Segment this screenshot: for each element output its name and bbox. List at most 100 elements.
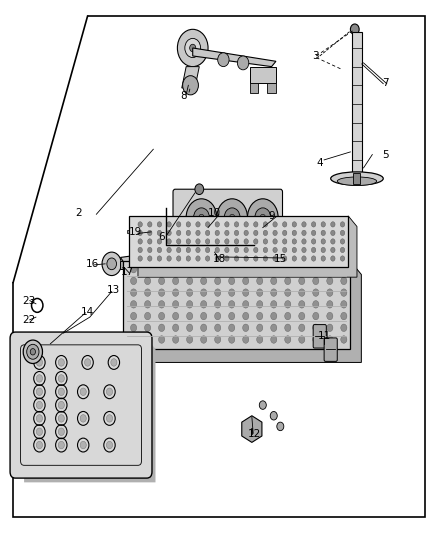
Circle shape [257,265,263,273]
Circle shape [186,222,191,227]
Circle shape [215,289,221,296]
Circle shape [313,336,319,343]
Circle shape [229,336,235,343]
Text: 23: 23 [22,296,35,306]
Circle shape [292,247,297,253]
Circle shape [148,222,152,227]
Circle shape [321,222,325,227]
Circle shape [292,239,297,244]
Circle shape [36,375,42,382]
Circle shape [85,359,91,366]
Circle shape [131,324,137,332]
Circle shape [201,265,207,273]
Circle shape [243,312,249,320]
Circle shape [225,256,229,261]
Circle shape [273,239,277,244]
Circle shape [148,256,152,261]
Circle shape [186,199,217,236]
Circle shape [58,428,64,435]
Circle shape [321,256,325,261]
FancyBboxPatch shape [324,338,337,361]
Circle shape [299,324,305,332]
Ellipse shape [337,177,377,185]
Circle shape [159,324,165,332]
Circle shape [270,411,277,420]
Circle shape [106,441,113,449]
Circle shape [292,256,297,261]
Circle shape [145,312,151,320]
Polygon shape [120,261,129,269]
Circle shape [107,258,117,270]
Circle shape [302,256,306,261]
Circle shape [185,38,201,58]
Circle shape [257,324,263,332]
Circle shape [36,359,42,366]
Circle shape [145,289,151,296]
Circle shape [215,247,219,253]
Circle shape [102,252,121,276]
Circle shape [327,312,333,320]
Circle shape [313,312,319,320]
Text: 22: 22 [22,315,35,325]
Circle shape [159,265,165,273]
Bar [129,216,348,266]
Circle shape [131,265,137,273]
Circle shape [58,401,64,409]
Circle shape [273,222,277,227]
Circle shape [157,222,162,227]
Circle shape [247,199,278,236]
Circle shape [285,277,291,285]
Circle shape [201,301,207,308]
Text: 14: 14 [81,307,94,317]
Circle shape [199,214,204,221]
FancyBboxPatch shape [10,332,152,478]
Text: 12: 12 [247,430,261,439]
Text: 17: 17 [120,267,134,277]
Circle shape [36,401,42,409]
Circle shape [138,222,142,227]
Circle shape [234,239,239,244]
Circle shape [138,230,142,236]
Circle shape [145,324,151,332]
Bar [123,261,350,349]
Circle shape [201,336,207,343]
Circle shape [340,239,345,244]
Circle shape [167,230,171,236]
Circle shape [254,247,258,253]
Circle shape [263,256,268,261]
Circle shape [177,256,181,261]
Circle shape [186,239,191,244]
Circle shape [299,289,305,296]
Circle shape [244,247,248,253]
Circle shape [201,277,207,285]
Circle shape [205,239,210,244]
Circle shape [311,222,316,227]
Circle shape [340,230,345,236]
Circle shape [331,239,335,244]
Circle shape [271,324,277,332]
Circle shape [215,301,221,308]
Circle shape [273,256,277,261]
Circle shape [257,301,263,308]
Circle shape [131,336,137,343]
Circle shape [173,324,179,332]
Circle shape [131,289,137,296]
Circle shape [187,312,193,320]
Circle shape [299,301,305,308]
Circle shape [271,265,277,273]
Circle shape [205,230,210,236]
Circle shape [313,289,319,296]
Circle shape [148,247,152,253]
Text: 13: 13 [107,286,120,295]
Circle shape [285,312,291,320]
Circle shape [271,289,277,296]
Circle shape [234,256,239,261]
Circle shape [187,301,193,308]
Circle shape [80,388,86,395]
Circle shape [229,301,235,308]
Circle shape [257,312,263,320]
Circle shape [145,265,151,273]
Circle shape [257,336,263,343]
Circle shape [292,222,297,227]
Circle shape [157,247,162,253]
